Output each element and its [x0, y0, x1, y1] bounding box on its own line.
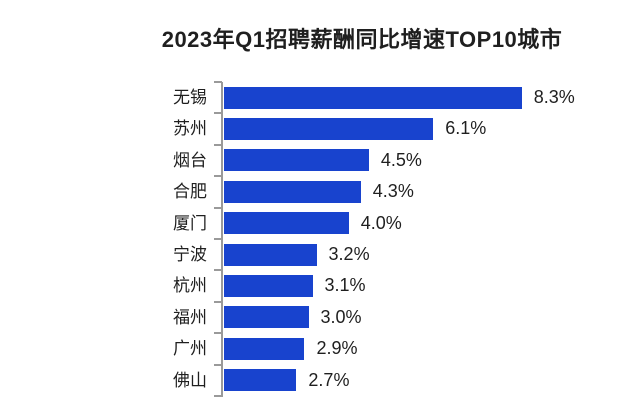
- axis-tick: [214, 175, 222, 178]
- axis-tick: [214, 112, 222, 115]
- category-label: 厦门: [173, 213, 207, 233]
- bar-row: 广州 2.9%: [0, 333, 640, 364]
- bar-row: 杭州 3.1%: [0, 270, 640, 301]
- bar: [224, 180, 361, 203]
- value-label: 4.3%: [372, 181, 414, 202]
- category-label: 合肥: [173, 182, 207, 202]
- category-label: 广州: [173, 339, 207, 359]
- category-label: 无锡: [173, 88, 207, 107]
- bar: [224, 118, 434, 141]
- value-label: 3.2%: [328, 244, 370, 264]
- category-label: 烟台: [173, 150, 207, 170]
- axis-tick: [214, 363, 222, 366]
- value-label: 2.9%: [316, 338, 358, 359]
- value-label: 4.0%: [360, 212, 402, 233]
- bar-row: 厦门 4.0%: [0, 208, 640, 239]
- bar-row: 合肥 4.3%: [0, 176, 640, 207]
- category-label: 杭州: [173, 276, 207, 296]
- axis-tick: [214, 143, 222, 146]
- axis-tick: [214, 269, 222, 272]
- y-axis-line: [221, 82, 223, 397]
- chart-title: 2023年Q1招聘薪酬同比增速TOP10城市: [161, 27, 563, 52]
- value-label: 3.1%: [324, 275, 366, 296]
- bar: [224, 275, 313, 298]
- bar: [224, 149, 369, 172]
- category-label: 福州: [173, 307, 207, 327]
- bar-row: 苏州 6.1%: [0, 113, 640, 144]
- category-label: 苏州: [173, 119, 207, 139]
- bar-row: 烟台 4.5%: [0, 145, 640, 176]
- bar: [224, 212, 349, 235]
- bar: [224, 306, 309, 329]
- axis-tick: [214, 81, 222, 83]
- bar-row: 宁波 3.2%: [0, 239, 640, 270]
- bar: [224, 86, 522, 109]
- axis-tick: [214, 332, 222, 335]
- bar: [224, 337, 305, 360]
- bar: [224, 243, 317, 266]
- category-label: 宁波: [173, 245, 207, 264]
- bar-row: 佛山 2.7%: [0, 365, 640, 396]
- value-label: 6.1%: [445, 118, 487, 139]
- axis-tick: [214, 238, 222, 240]
- axis-tick: [214, 300, 222, 303]
- value-label: 3.0%: [320, 306, 362, 327]
- category-label: 佛山: [173, 370, 207, 390]
- bar: [224, 369, 297, 392]
- axis-tick: [214, 395, 222, 397]
- value-label: 8.3%: [533, 87, 575, 107]
- bar-row: 福州 3.0%: [0, 302, 640, 333]
- value-label: 4.5%: [380, 149, 422, 170]
- value-label: 2.7%: [308, 369, 350, 390]
- bar-row: 无锡 8.3%: [0, 82, 640, 113]
- axis-tick: [214, 206, 222, 209]
